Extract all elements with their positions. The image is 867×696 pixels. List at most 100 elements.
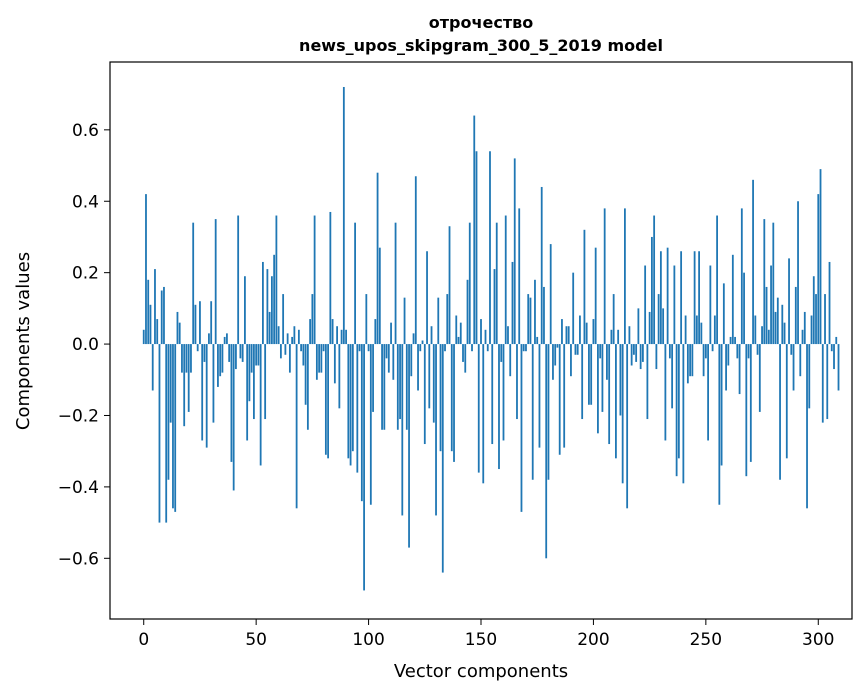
bar-4 bbox=[151, 344, 154, 391]
bar-96 bbox=[358, 344, 361, 352]
x-tick-label: 0 bbox=[138, 630, 149, 650]
bar-225 bbox=[648, 311, 651, 345]
bar-220 bbox=[637, 308, 640, 345]
bar-241 bbox=[684, 315, 687, 345]
bar-139 bbox=[455, 315, 458, 345]
bar-280 bbox=[772, 222, 775, 345]
bar-0 bbox=[142, 329, 145, 345]
y-tick-label: 0.4 bbox=[72, 192, 99, 212]
bar-2 bbox=[147, 279, 150, 345]
bar-81 bbox=[324, 344, 327, 455]
bar-257 bbox=[720, 344, 723, 466]
bar-97 bbox=[360, 344, 363, 502]
bar-297 bbox=[810, 315, 813, 345]
bar-251 bbox=[707, 344, 709, 441]
bar-306 bbox=[830, 344, 833, 352]
bar-144 bbox=[466, 279, 469, 345]
bar-234 bbox=[668, 344, 671, 359]
y-axis-label: Components values bbox=[13, 252, 34, 430]
bar-137 bbox=[450, 344, 453, 452]
bar-82 bbox=[327, 344, 329, 459]
bar-88 bbox=[340, 329, 343, 345]
bar-13 bbox=[172, 344, 174, 509]
bar-16 bbox=[178, 322, 181, 345]
bar-207 bbox=[608, 344, 611, 445]
bar-155 bbox=[491, 344, 494, 445]
bar-131 bbox=[437, 297, 440, 345]
bar-190 bbox=[570, 344, 572, 377]
bar-186 bbox=[561, 319, 563, 345]
bar-248 bbox=[700, 322, 703, 345]
bar-141 bbox=[459, 322, 462, 345]
bar-200 bbox=[592, 319, 595, 345]
bar-161 bbox=[504, 215, 507, 345]
bar-11 bbox=[167, 344, 170, 480]
bar-272 bbox=[754, 315, 757, 345]
bar-18 bbox=[183, 344, 186, 427]
bar-223 bbox=[644, 265, 647, 345]
bar-165 bbox=[513, 158, 516, 345]
bar-102 bbox=[372, 344, 374, 412]
bar-128 bbox=[430, 326, 433, 345]
bar-8 bbox=[160, 290, 163, 345]
bar-275 bbox=[761, 326, 763, 345]
bar-151 bbox=[482, 344, 485, 484]
bar-113 bbox=[396, 344, 399, 430]
bar-209 bbox=[612, 294, 615, 345]
bar-290 bbox=[794, 286, 797, 345]
bar-244 bbox=[691, 344, 694, 377]
bar-122 bbox=[417, 344, 419, 391]
bar-171 bbox=[527, 294, 530, 345]
bar-167 bbox=[518, 208, 521, 345]
bar-175 bbox=[536, 336, 539, 345]
bar-211 bbox=[617, 329, 620, 345]
bar-38 bbox=[228, 344, 231, 362]
bar-254 bbox=[713, 315, 716, 345]
bar-120 bbox=[412, 333, 415, 345]
bar-160 bbox=[502, 344, 505, 441]
bar-205 bbox=[603, 208, 606, 345]
bar-45 bbox=[244, 276, 246, 345]
bar-292 bbox=[799, 344, 802, 377]
bar-77 bbox=[315, 344, 318, 380]
bar-296 bbox=[808, 344, 811, 409]
bar-153 bbox=[486, 344, 489, 352]
bar-176 bbox=[538, 344, 541, 448]
bar-133 bbox=[441, 344, 444, 573]
bar-183 bbox=[554, 344, 557, 366]
bar-148 bbox=[475, 151, 478, 345]
bar-158 bbox=[498, 344, 500, 470]
bar-27 bbox=[203, 344, 206, 362]
bar-149 bbox=[477, 344, 480, 473]
bar-21 bbox=[190, 344, 192, 373]
bar-247 bbox=[698, 251, 700, 345]
bar-124 bbox=[421, 340, 424, 345]
bar-233 bbox=[666, 247, 669, 345]
bar-283 bbox=[779, 344, 781, 480]
bar-143 bbox=[464, 344, 467, 373]
bar-309 bbox=[837, 344, 840, 391]
bar-177 bbox=[540, 186, 543, 345]
bar-235 bbox=[671, 344, 674, 409]
bar-107 bbox=[383, 344, 386, 430]
bar-286 bbox=[785, 344, 788, 459]
bar-134 bbox=[444, 344, 446, 352]
bar-28 bbox=[205, 344, 208, 448]
bar-173 bbox=[531, 344, 534, 480]
bar-19 bbox=[185, 344, 188, 373]
bar-91 bbox=[347, 344, 350, 459]
bar-63 bbox=[284, 344, 287, 355]
bar-66 bbox=[291, 336, 294, 345]
bar-51 bbox=[257, 344, 260, 366]
bar-152 bbox=[484, 329, 487, 345]
bar-79 bbox=[320, 344, 323, 373]
bar-132 bbox=[439, 344, 442, 452]
bar-228 bbox=[655, 344, 658, 370]
bar-162 bbox=[507, 326, 509, 345]
bar-287 bbox=[788, 258, 790, 345]
bar-145 bbox=[468, 222, 471, 345]
bar-243 bbox=[689, 344, 692, 377]
bar-34 bbox=[219, 344, 222, 377]
y-tick-label: −0.4 bbox=[58, 478, 99, 498]
y-tick-label: −0.2 bbox=[58, 406, 99, 426]
